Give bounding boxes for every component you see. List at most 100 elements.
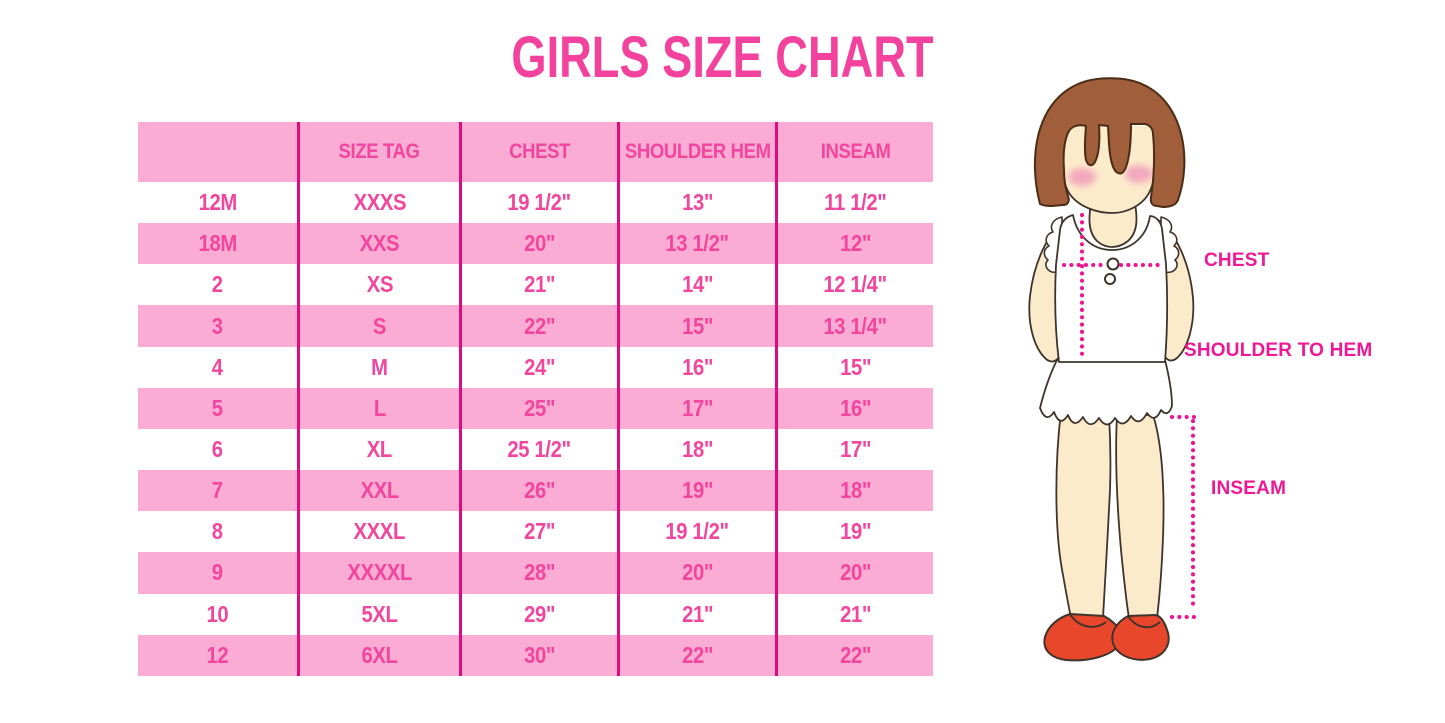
table-cell-row8-col1: XXXL (297, 511, 459, 553)
table-cell-text: 21" (523, 271, 556, 298)
chest-measurement-label: CHEST (1204, 250, 1270, 271)
table-cell-text: XXXL (353, 518, 406, 545)
table-cell-row6-col2: 25 1/2" (459, 428, 617, 471)
table-cell-row10-col0: 10 (138, 594, 297, 635)
table-cell-text: 28" (523, 559, 556, 586)
table-cell-row2-col3: 14" (617, 264, 775, 306)
table-cell-text: L (373, 394, 386, 421)
girl-top-button-2 (1104, 273, 1116, 285)
table-cell-text: 4 (212, 353, 223, 380)
table-cell-row9-col4: 20" (775, 552, 933, 594)
table-cell-row10-col2: 29" (459, 593, 617, 635)
shoulder-to-hem-measurement-label: SHOULDER TO HEM (1184, 340, 1373, 361)
girl-left-cheek (1068, 168, 1096, 186)
table-cell-row3-col0: 3 (138, 305, 297, 347)
table-cell-row11-col1: 6XL (297, 634, 459, 676)
table-cell-row11-col0: 12 (138, 634, 297, 676)
table-cell-row9-col0: 9 (138, 552, 297, 594)
table-cell-text: 19 1/2" (507, 189, 572, 216)
table-cell-row5-col4: 16" (775, 387, 933, 429)
table-cell-row1-col4: 12" (775, 223, 933, 265)
table-cell-row1-col0: 18M (138, 223, 297, 265)
table-cell-row6-col3: 18" (617, 428, 775, 471)
table-cell-text: 6 (212, 436, 223, 463)
table-cell-text: XXL (360, 477, 399, 504)
table-cell-text: 20" (523, 230, 556, 257)
table-cell-text: 26" (523, 477, 556, 504)
table-cell-text: 22" (681, 641, 714, 668)
table-cell-row9-col1: XXXXL (297, 552, 459, 594)
table-cell-text: 13 1/4" (823, 312, 888, 339)
table-cell-row4-col2: 24" (459, 346, 617, 388)
table-cell-row9-col2: 28" (459, 552, 617, 594)
table-cell-row1-col1: XXS (297, 223, 459, 265)
column-header-chest: CHEST (459, 122, 617, 182)
girl-left-shoe-strap (1069, 613, 1107, 628)
table-cell-text: 16" (839, 394, 872, 421)
table-cell-row2-col4: 12 1/4" (775, 264, 933, 306)
table-cell-text: 25" (523, 394, 556, 421)
table-cell-text: 15" (681, 312, 714, 339)
table-cell-row0-col3: 13" (617, 182, 775, 224)
table-cell-text: 22" (523, 312, 556, 339)
table-cell-text: 7 (212, 477, 223, 504)
table-cell-row5-col2: 25" (459, 387, 617, 429)
table-cell-text: 12M (198, 189, 237, 216)
table-cell-row8-col3: 19 1/2" (617, 511, 775, 553)
table-cell-text: XXXS (353, 189, 406, 216)
table-cell-row11-col3: 22" (617, 634, 775, 676)
girl-figure-illustration (1000, 60, 1220, 670)
table-cell-row11-col4: 22" (775, 634, 933, 676)
girl-right-leg (1115, 414, 1165, 619)
girl-right-shoe (1111, 613, 1170, 661)
table-cell-text: 18" (681, 436, 714, 463)
table-cell-row0-col4: 11 1/2" (775, 182, 933, 224)
table-cell-row3-col1: S (297, 305, 459, 347)
table-cell-text: XXXXL (347, 559, 412, 586)
table-cell-text: 19" (839, 518, 872, 545)
table-cell-row3-col2: 22" (459, 305, 617, 347)
table-cell-row4-col4: 15" (775, 346, 933, 388)
table-cell-text: 18" (839, 477, 872, 504)
table-cell-text: 11 1/2" (824, 189, 887, 216)
column-header-text: SIZE TAG (338, 140, 421, 163)
girl-left-shoe (1043, 612, 1123, 662)
table-cell-row0-col2: 19 1/2" (459, 182, 617, 224)
table-cell-row8-col0: 8 (138, 511, 297, 552)
table-cell-row5-col0: 5 (138, 387, 297, 429)
table-cell-row10-col1: 5XL (297, 593, 459, 635)
column-header-size-tag: SIZE TAG (297, 122, 459, 182)
table-cell-text: 27" (523, 518, 556, 545)
table-cell-text: 21" (681, 600, 714, 627)
table-cell-row10-col4: 21" (775, 593, 933, 635)
table-cell-text: 8 (212, 518, 223, 545)
table-cell-text: 21" (839, 600, 872, 627)
table-cell-row8-col2: 27" (459, 511, 617, 553)
table-cell-text: XL (366, 436, 393, 463)
girl-figure-svg (1028, 77, 1202, 662)
table-cell-row9-col3: 20" (617, 552, 775, 594)
table-cell-row1-col2: 20" (459, 223, 617, 265)
table-cell-text: 3 (212, 312, 223, 339)
table-cell-text: 24" (523, 353, 556, 380)
table-cell-row3-col4: 13 1/4" (775, 305, 933, 347)
table-cell-text: 29" (523, 600, 556, 627)
girls-size-table: SIZE TAG CHEST SHOULDER HEM INSEAM 12M XXXS 19… (138, 122, 933, 676)
column-header-text: SHOULDER HEM (624, 140, 771, 163)
table-cell-row2-col0: 2 (138, 264, 297, 305)
girl-right-shoe-strap (1127, 615, 1161, 629)
table-cell-text: 13" (681, 189, 714, 216)
table-cell-text: S (372, 312, 387, 339)
table-cell-text: 22" (839, 641, 872, 668)
table-cell-row7-col2: 26" (459, 470, 617, 512)
table-cell-row11-col2: 30" (459, 634, 617, 676)
table-cell-text: 18M (198, 230, 237, 257)
table-cell-text: 2 (212, 271, 223, 298)
girl-left-leg (1055, 411, 1112, 619)
table-cell-text: XXS (359, 230, 400, 257)
table-cell-text: 17" (839, 436, 872, 463)
table-cell-text: 12 1/4" (823, 271, 888, 298)
girl-right-cheek (1125, 165, 1153, 183)
table-cell-text: XS (366, 271, 393, 298)
table-cell-text: 25 1/2" (507, 436, 572, 463)
